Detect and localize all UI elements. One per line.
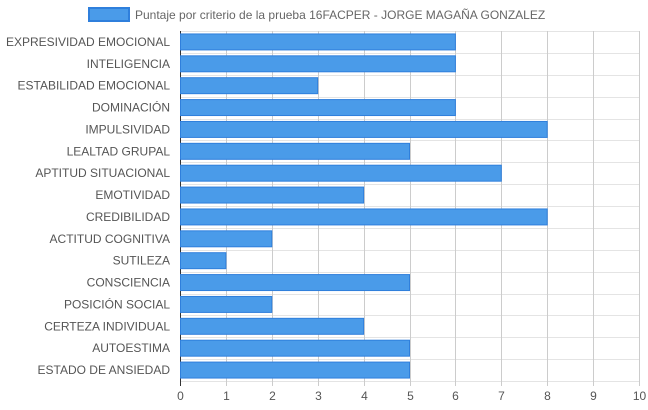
x-tick-label: 10 [633,389,647,403]
legend[interactable]: Puntaje por criterio de la prueba 16FACP… [88,7,545,22]
category-label: ACTITUD COGNITIVA [50,232,170,246]
category-label: POSICIÓN SOCIAL [64,296,170,311]
x-tick-label: 0 [177,389,184,403]
bar[interactable] [180,99,456,117]
bar[interactable] [180,120,548,138]
bar[interactable] [180,295,273,313]
category-label: INTELIGENCIA [87,57,170,71]
category-label: APTITUD SITUACIONAL [35,166,170,180]
bar[interactable] [180,361,410,379]
category-label: EXPRESIVIDAD EMOCIONAL [6,35,170,49]
bar[interactable] [180,230,273,248]
category-label: LEALTAD GRUPAL [67,144,171,158]
x-tick-label: 4 [361,389,368,403]
bar[interactable] [180,142,410,160]
bars [180,33,548,379]
category-label: AUTOESTIMA [92,341,170,355]
x-tick-label: 5 [407,389,414,403]
bar[interactable] [180,252,227,270]
bar[interactable] [180,208,548,226]
x-tick-label: 6 [452,389,459,403]
category-label: CONSCIENCIA [87,276,170,290]
bar[interactable] [180,164,502,182]
x-tick-label: 8 [544,389,551,403]
x-tick-labels: 0 1 2 3 4 5 6 7 8 9 10 [177,389,646,403]
bar[interactable] [180,77,319,95]
category-label: ESTABILIDAD EMOCIONAL [18,79,171,93]
category-label: EMOTIVIDAD [95,188,170,202]
x-tick-label: 1 [223,389,230,403]
category-label: DOMINACIÓN [92,100,170,115]
bar[interactable] [180,274,410,292]
legend-label[interactable]: Puntaje por criterio de la prueba 16FACP… [135,8,545,22]
bar[interactable] [180,339,410,357]
x-tick-label: 9 [590,389,597,403]
x-tick-label: 2 [269,389,276,403]
bar[interactable] [180,186,365,204]
bar[interactable] [180,33,456,51]
category-label: CERTEZA INDIVIDUAL [44,319,170,333]
bar[interactable] [180,317,365,335]
x-tick-label: 3 [315,389,322,403]
category-label: CREDIBILIDAD [86,210,170,224]
legend-swatch[interactable] [88,7,130,22]
x-tick-label: 7 [498,389,505,403]
category-labels: EXPRESIVIDAD EMOCIONAL INTELIGENCIA ESTABI… [6,35,170,377]
category-label: ESTADO DE ANSIEDAD [38,363,171,377]
category-label: SUTILEZA [113,254,170,268]
bar[interactable] [180,55,456,73]
category-label: IMPULSIVIDAD [85,122,170,136]
